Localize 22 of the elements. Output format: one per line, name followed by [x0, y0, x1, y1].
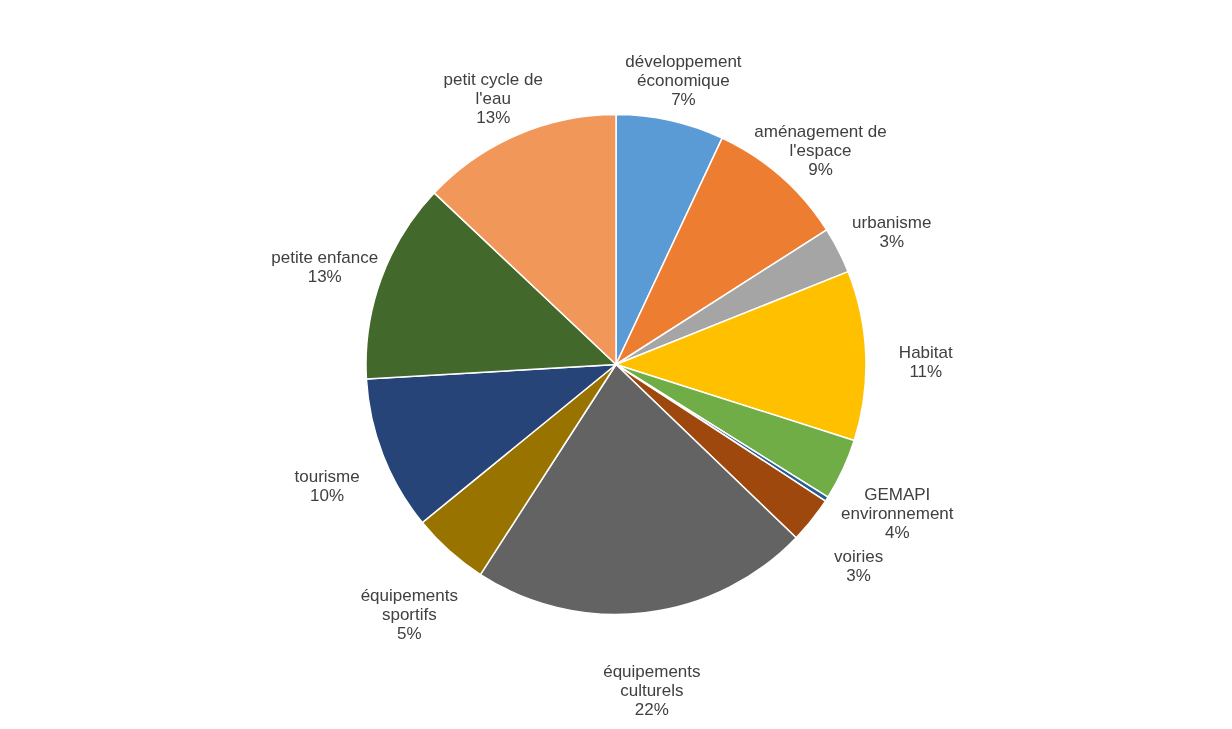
data-label: 7%	[671, 89, 696, 109]
slice-label: développement économique	[625, 51, 742, 90]
data-label: 22%	[634, 700, 669, 720]
slice-label: petit cycle de l'eau	[443, 69, 543, 108]
data-label: 13%	[476, 107, 511, 127]
data-label: 5%	[397, 623, 422, 643]
slice-label: voiries	[834, 547, 884, 567]
slice-label: tourisme	[294, 466, 360, 486]
data-label: 11%	[909, 362, 943, 382]
data-label: 9%	[808, 159, 833, 179]
slice-label: petite enfance	[271, 248, 379, 268]
data-label: 4%	[885, 522, 910, 542]
slice-label: GEMAPI environnement	[841, 484, 954, 523]
data-label: 3%	[879, 231, 905, 251]
slice-label: aménagement de l'espace	[754, 121, 887, 160]
data-label: 3%	[846, 566, 871, 586]
slice-label: Habitat	[898, 343, 953, 363]
slice-label: équipements culturels	[603, 662, 701, 701]
slice-label: urbanisme	[852, 212, 932, 232]
data-label: 10%	[310, 485, 345, 505]
slice-label: équipements sportifs	[360, 585, 458, 624]
data-label: 13%	[307, 267, 342, 287]
